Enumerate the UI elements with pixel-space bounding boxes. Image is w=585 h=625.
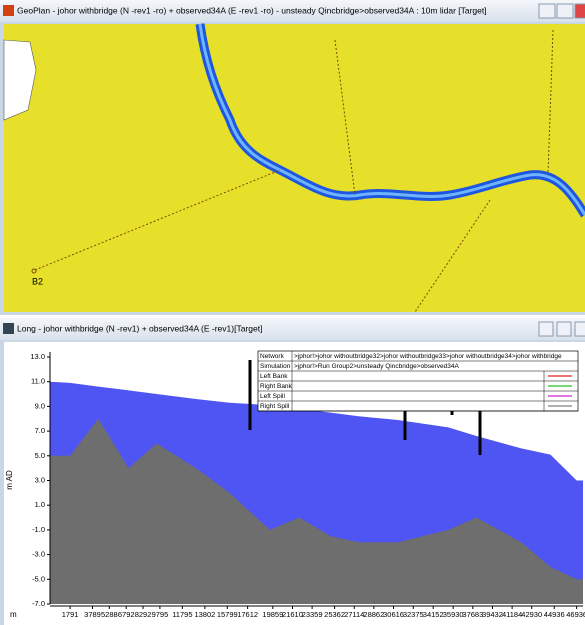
page: GeoPlan - johor withbridge (N -rev1 -ro)… bbox=[0, 0, 585, 625]
x-tick-label: 39432 bbox=[482, 610, 503, 619]
app-icon bbox=[3, 323, 14, 334]
long-section-plot: 13.0 11.0 9.0 7.0 5.0 3.0 1.0 -1.0 -3.0 -5.0 -7.0 1… bbox=[30, 351, 585, 619]
x-tick-label: 13802 bbox=[194, 610, 215, 619]
x-tick-label: 6792 bbox=[118, 610, 135, 619]
x-tick-label: 37683 bbox=[462, 610, 483, 619]
x-tick-label: 21610 bbox=[282, 610, 303, 619]
x-tick-label: 42930 bbox=[521, 610, 542, 619]
window-title: Long - johor withbridge (N -rev1) + obse… bbox=[17, 323, 262, 333]
y-tick-label: -7.0 bbox=[32, 599, 45, 608]
x-tick-label: 3789 bbox=[84, 610, 101, 619]
x-tick-label: 17612 bbox=[237, 610, 258, 619]
x-tick-label: 9795 bbox=[152, 610, 169, 619]
y-tick-label: 1.0 bbox=[35, 500, 45, 509]
close-button[interactable] bbox=[575, 322, 585, 336]
x-tick-label: 27114 bbox=[344, 610, 364, 619]
y-tick-label: 3.0 bbox=[35, 475, 45, 484]
legend-label: Network bbox=[260, 353, 285, 360]
x-tick-label: 1791 bbox=[62, 610, 79, 619]
x-tick-label: 19859 bbox=[262, 610, 283, 619]
maximize-button[interactable] bbox=[557, 4, 573, 18]
x-tick-label: 41184 bbox=[502, 610, 522, 619]
x-tick-label: 23359 bbox=[302, 610, 323, 619]
y-tick-label: -1.0 bbox=[32, 525, 45, 534]
x-tick-label: 30616 bbox=[383, 610, 404, 619]
x-tick-label: 32375 bbox=[403, 610, 424, 619]
x-tick-label: 15799 bbox=[217, 610, 238, 619]
y-tick-label: 9.0 bbox=[35, 401, 45, 410]
window-title: GeoPlan - johor withbridge (N -rev1 -ro)… bbox=[17, 5, 487, 15]
x-tick-label: 44936 bbox=[544, 610, 565, 619]
x-tick-label: 25362 bbox=[324, 610, 345, 619]
legend-label: Right Bank bbox=[260, 383, 293, 390]
x-tick-label: 46936 bbox=[566, 610, 585, 619]
x-tick-label: 5288 bbox=[101, 610, 118, 619]
screen: GeoPlan - johor withbridge (N -rev1 -ro)… bbox=[0, 0, 585, 625]
legend-label: Left Bank bbox=[260, 373, 288, 380]
y-tick-label: 11.0 bbox=[31, 377, 45, 386]
y-tick-label: 7.0 bbox=[35, 426, 45, 435]
x-tick-label: 35930 bbox=[443, 610, 464, 619]
minimize-button[interactable] bbox=[539, 322, 553, 336]
y-tick-label: -5.0 bbox=[32, 574, 45, 583]
legend-text: >jphor!>Run Group2>unsteady Qincbridge>o… bbox=[294, 363, 459, 370]
y-tick-label: 5.0 bbox=[35, 451, 45, 460]
close-button[interactable] bbox=[575, 4, 585, 18]
legend-label: Left Spill bbox=[260, 393, 285, 400]
minimize-button[interactable] bbox=[539, 4, 555, 18]
legend-label: Right Spill bbox=[260, 403, 290, 410]
legend-text: >jphor!>johor withoutbridge32>johor with… bbox=[294, 353, 562, 360]
maximize-button[interactable] bbox=[557, 322, 571, 336]
legend-label: Simulation bbox=[260, 363, 291, 370]
y-tick-label: -3.0 bbox=[32, 550, 45, 559]
y-axis-label: m AD bbox=[5, 470, 14, 490]
x-tick-label: 28862 bbox=[363, 610, 384, 619]
x-tick-label: 11795 bbox=[172, 610, 192, 619]
y-tick-label: 13.0 bbox=[30, 352, 45, 361]
x-axis-label: m bbox=[10, 610, 17, 619]
x-tick-label: 8292 bbox=[135, 610, 152, 619]
map bbox=[4, 24, 585, 312]
x-tick-label: 34152 bbox=[423, 610, 444, 619]
app-icon bbox=[3, 5, 14, 16]
node-label: B2 bbox=[32, 276, 43, 286]
